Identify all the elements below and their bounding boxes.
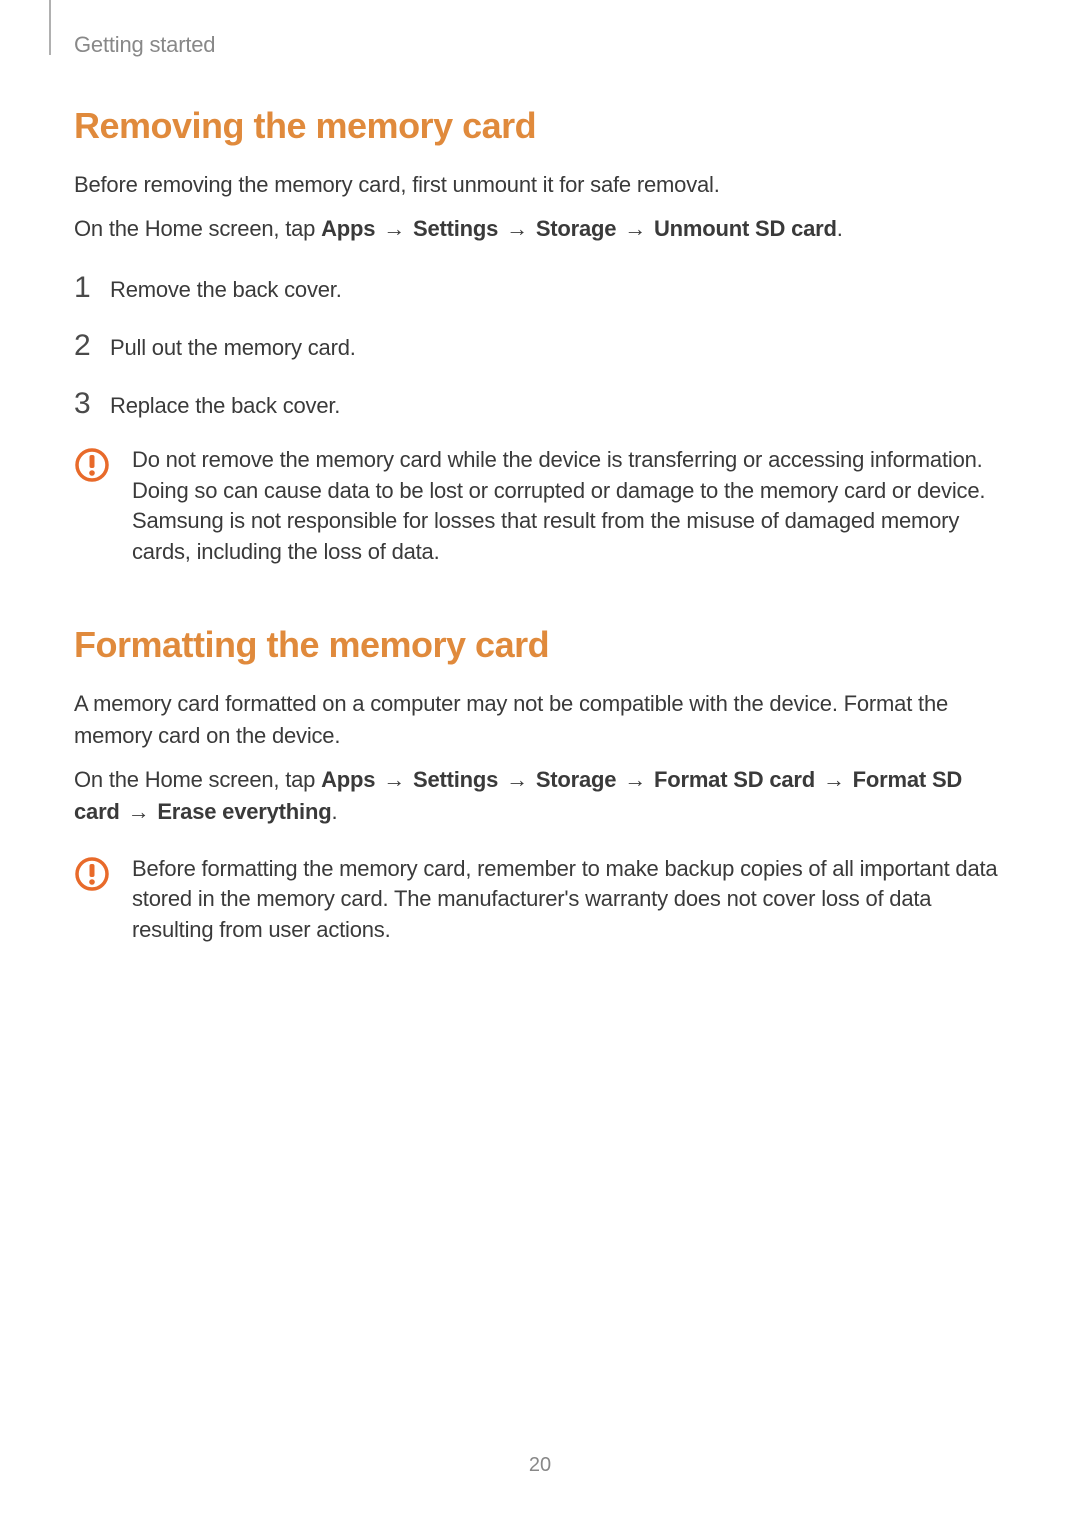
page-number: 20 (0, 1454, 1080, 1477)
arrow-icon: → (504, 764, 530, 796)
list-item: 3 Replace the back cover. (74, 387, 1004, 421)
arrow-icon: → (381, 213, 407, 245)
caution-icon-wrapper (74, 854, 132, 897)
breadcrumb: Getting started (74, 32, 215, 58)
nav-step-storage: Storage (536, 216, 617, 241)
section2-nav-path: On the Home screen, tap Apps → Settings … (74, 764, 1004, 828)
step-number: 2 (74, 329, 110, 363)
section2-intro: A memory card formatted on a computer ma… (74, 688, 1004, 752)
step-text: Replace the back cover. (110, 391, 340, 419)
step-number: 3 (74, 387, 110, 421)
nav-step-erase: Erase everything (157, 799, 331, 824)
step-number: 1 (74, 271, 110, 305)
section1-caution-block: Do not remove the memory card while the … (74, 445, 1004, 568)
arrow-icon: → (622, 764, 648, 796)
section1-intro: Before removing the memory card, first u… (74, 169, 1004, 201)
section-heading-removing: Removing the memory card (74, 105, 1004, 147)
section2-caution-block: Before formatting the memory card, remem… (74, 854, 1004, 946)
section2-caution-text: Before formatting the memory card, remem… (132, 854, 1004, 946)
caution-icon-wrapper (74, 445, 132, 488)
arrow-icon: → (821, 764, 847, 796)
arrow-icon: → (126, 796, 152, 828)
arrow-icon: → (504, 213, 530, 245)
section2-wrapper: Formatting the memory card A memory card… (74, 624, 1004, 946)
nav-prefix: On the Home screen, tap (74, 216, 321, 241)
nav-step-settings: Settings (413, 216, 498, 241)
section-heading-formatting: Formatting the memory card (74, 624, 1004, 666)
nav-step-settings: Settings (413, 767, 498, 792)
arrow-icon: → (622, 213, 648, 245)
list-item: 2 Pull out the memory card. (74, 329, 1004, 363)
caution-icon (74, 856, 110, 892)
arrow-icon: → (381, 764, 407, 796)
caution-icon (74, 447, 110, 483)
nav-step-format1: Format SD card (654, 767, 815, 792)
page-border-accent (49, 0, 51, 55)
nav-prefix: On the Home screen, tap (74, 767, 321, 792)
nav-step-storage: Storage (536, 767, 617, 792)
nav-step-apps: Apps (321, 216, 375, 241)
section1-steps-list: 1 Remove the back cover. 2 Pull out the … (74, 271, 1004, 421)
nav-step-apps: Apps (321, 767, 375, 792)
step-text: Pull out the memory card. (110, 333, 356, 361)
list-item: 1 Remove the back cover. (74, 271, 1004, 305)
section1-nav-path: On the Home screen, tap Apps → Settings … (74, 213, 1004, 245)
step-text: Remove the back cover. (110, 275, 342, 303)
nav-step-unmount: Unmount SD card (654, 216, 837, 241)
main-content: Removing the memory card Before removing… (74, 105, 1004, 994)
section1-caution-text: Do not remove the memory card while the … (132, 445, 1004, 568)
